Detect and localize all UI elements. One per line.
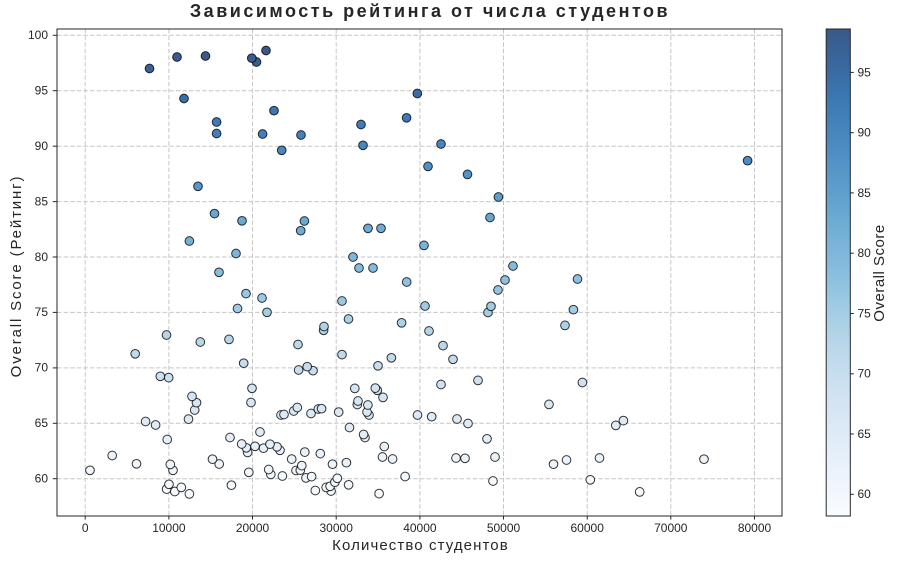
svg-text:65: 65 (858, 427, 872, 441)
svg-text:80: 80 (35, 250, 49, 264)
svg-text:80: 80 (858, 246, 872, 260)
svg-text:90: 90 (858, 126, 872, 140)
svg-text:10000: 10000 (152, 521, 186, 535)
svg-text:Overall Score (Рейтинг): Overall Score (Рейтинг) (8, 175, 25, 378)
svg-text:Количество студентов: Количество студентов (332, 537, 509, 554)
svg-text:40000: 40000 (403, 521, 437, 535)
svg-text:65: 65 (35, 416, 49, 430)
svg-text:60: 60 (35, 472, 49, 486)
svg-text:100: 100 (28, 28, 48, 42)
svg-text:85: 85 (35, 194, 49, 208)
svg-text:80000: 80000 (738, 521, 772, 535)
svg-text:70: 70 (35, 361, 49, 375)
svg-text:75: 75 (858, 306, 872, 320)
svg-text:90: 90 (35, 139, 49, 153)
svg-text:85: 85 (858, 186, 872, 200)
svg-text:20000: 20000 (236, 521, 270, 535)
svg-text:30000: 30000 (320, 521, 354, 535)
svg-text:70: 70 (858, 367, 872, 381)
svg-text:95: 95 (35, 84, 49, 98)
svg-text:95: 95 (858, 65, 872, 79)
svg-text:70000: 70000 (654, 521, 688, 535)
svg-text:50000: 50000 (487, 521, 521, 535)
svg-text:60: 60 (858, 487, 872, 501)
svg-text:Overall Score: Overall Score (871, 224, 888, 321)
svg-text:60000: 60000 (571, 521, 605, 535)
svg-text:75: 75 (35, 305, 49, 319)
svg-text:0: 0 (82, 521, 89, 535)
svg-text:Зависимость рейтинга от числа: Зависимость рейтинга от числа студентов (190, 1, 670, 21)
